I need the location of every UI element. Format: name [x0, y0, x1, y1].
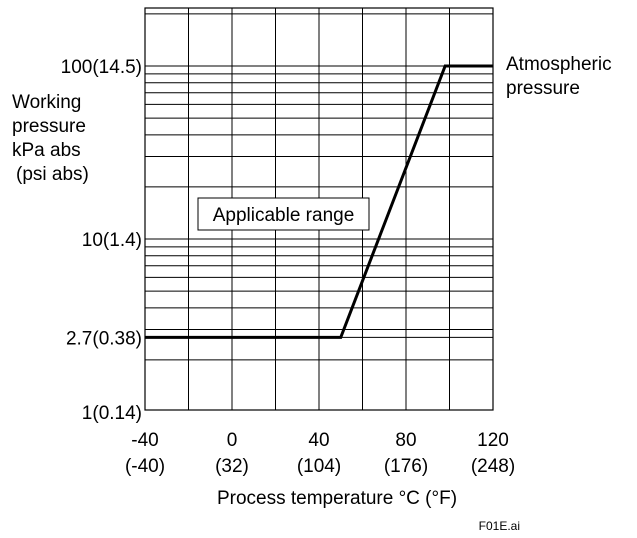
atmospheric-pressure-label: pressure: [506, 78, 580, 99]
x-axis-label: Process temperature °C (°F): [217, 488, 457, 509]
x-tick-label: -40: [131, 430, 158, 451]
y-tick-label: 100(14.5): [61, 57, 142, 78]
tick-labels: 1(0.14) 2.7(0.38) 10(1.4) 100(14.5) -40 (-40)…: [61, 57, 516, 477]
y-tick-label: 1(0.14): [82, 403, 142, 424]
x-tick-label-fahrenheit: (104): [297, 456, 341, 477]
y-tick-label: 2.7(0.38): [66, 328, 142, 349]
y-axis-label-line: pressure: [12, 116, 86, 137]
atmospheric-pressure-label: Atmospheric: [506, 54, 612, 75]
x-tick-label-fahrenheit: (248): [471, 456, 515, 477]
x-tick-label-fahrenheit: (-40): [125, 456, 165, 477]
applicable-range-box: [197, 197, 370, 231]
figure-id: F01E.ai: [479, 519, 520, 533]
x-tick-label: 40: [308, 430, 329, 451]
annotations: Applicable range Atmospheric pressure: [197, 54, 612, 231]
x-tick-label: 80: [395, 430, 416, 451]
x-tick-label: 0: [227, 430, 238, 451]
plot-frame: [144, 7, 494, 411]
x-tick-label-fahrenheit: (176): [384, 456, 428, 477]
y-axis-label: Working pressure kPa abs (psi abs): [12, 92, 89, 185]
x-tick-label: 120: [477, 430, 509, 451]
y-axis-label-line: kPa abs: [12, 140, 81, 161]
y-axis-label-line: (psi abs): [16, 164, 89, 185]
y-axis-label-line: Working: [12, 92, 81, 113]
applicable-range-label: Applicable range: [213, 205, 355, 226]
series-layer: [145, 64, 493, 339]
limit-line: [145, 64, 493, 339]
y-tick-label: 10(1.4): [82, 230, 142, 251]
x-tick-label-fahrenheit: (32): [215, 456, 249, 477]
